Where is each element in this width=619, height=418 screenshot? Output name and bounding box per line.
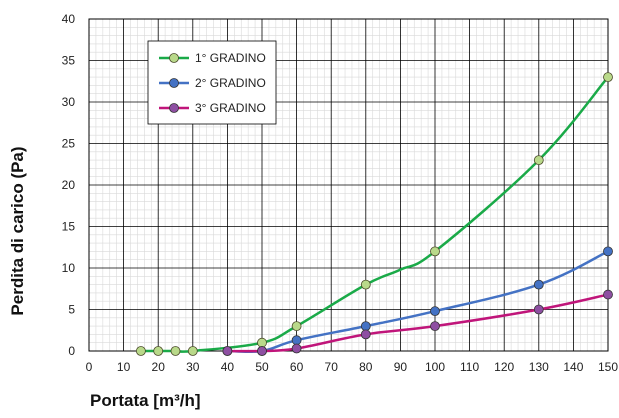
y-tick-label: 15 (62, 220, 76, 234)
x-tick-label: 150 (598, 360, 618, 374)
data-point-series-3 (360, 329, 371, 340)
data-point-series-3 (291, 343, 302, 354)
legend-label-3: 3° GRADINO (195, 101, 266, 115)
data-point-series-3 (430, 321, 440, 332)
x-tick-label: 60 (290, 360, 304, 374)
x-tick-label: 30 (186, 360, 200, 374)
y-tick-label: 0 (68, 344, 75, 358)
x-tick-label: 40 (221, 360, 235, 374)
legend-marker-1 (169, 53, 179, 63)
legend-marker-3 (169, 103, 179, 113)
x-tick-label: 70 (325, 360, 339, 374)
data-point-series-1 (360, 279, 371, 290)
legend-label-2: 2° GRADINO (195, 76, 266, 90)
y-tick-label: 5 (68, 303, 75, 317)
y-tick-label: 10 (62, 261, 76, 275)
y-tick-label: 30 (62, 95, 76, 109)
x-axis-ticks: 0 10 20 30 40 50 60 70 80 90 100 110 120 130 140 150 (86, 360, 619, 374)
x-tick-label: 10 (117, 360, 131, 374)
x-tick-label: 0 (86, 360, 93, 374)
legend-label-1: 1° GRADINO (195, 51, 266, 65)
data-point-series-3 (257, 346, 267, 356)
x-tick-label: 90 (394, 360, 408, 374)
data-point-series-1 (533, 155, 544, 166)
data-point-series-2 (291, 335, 302, 346)
data-point-series-3 (603, 289, 613, 300)
legend-box (147, 40, 277, 125)
plot-frame (88, 18, 609, 352)
y-axis-label: Perdita di carico (Pa) (8, 146, 27, 315)
x-tick-label: 80 (359, 360, 373, 374)
series-line-2 (227, 250, 609, 354)
x-tick-label: 50 (255, 360, 269, 374)
x-tick-label: 20 (152, 360, 166, 374)
data-point-series-2 (360, 321, 371, 332)
data-point-series-1 (153, 346, 164, 356)
y-tick-label: 25 (62, 137, 76, 151)
data-point-series-1 (603, 72, 613, 82)
data-point-series-1 (291, 321, 302, 332)
legend-marker-2 (169, 78, 179, 88)
x-axis-label: Portata [m³/h] (90, 391, 201, 410)
data-point-series-3 (533, 304, 544, 315)
y-tick-label: 20 (62, 178, 76, 192)
legend: 1° GRADINO 2° GRADINO 3° GRADINO (147, 40, 277, 125)
y-tick-label: 35 (62, 54, 76, 68)
series-layer (135, 72, 613, 356)
data-point-series-1 (257, 337, 267, 348)
x-tick-label: 120 (494, 360, 514, 374)
x-tick-label: 110 (460, 360, 479, 374)
data-point-series-1 (430, 246, 440, 257)
x-tick-label: 140 (563, 360, 583, 374)
y-tick-label: 40 (62, 12, 76, 26)
x-tick-label: 130 (529, 360, 549, 374)
data-point-series-1 (135, 346, 146, 356)
data-point-series-1 (187, 346, 198, 356)
data-point-series-2 (603, 246, 613, 257)
data-point-series-2 (533, 279, 544, 290)
y-axis-ticks: 0 5 10 15 20 25 30 35 40 (62, 12, 76, 358)
x-tick-label: 100 (425, 360, 445, 374)
data-point-series-2 (430, 306, 440, 317)
data-point-series-1 (170, 346, 181, 356)
data-point-series-3 (222, 346, 233, 356)
